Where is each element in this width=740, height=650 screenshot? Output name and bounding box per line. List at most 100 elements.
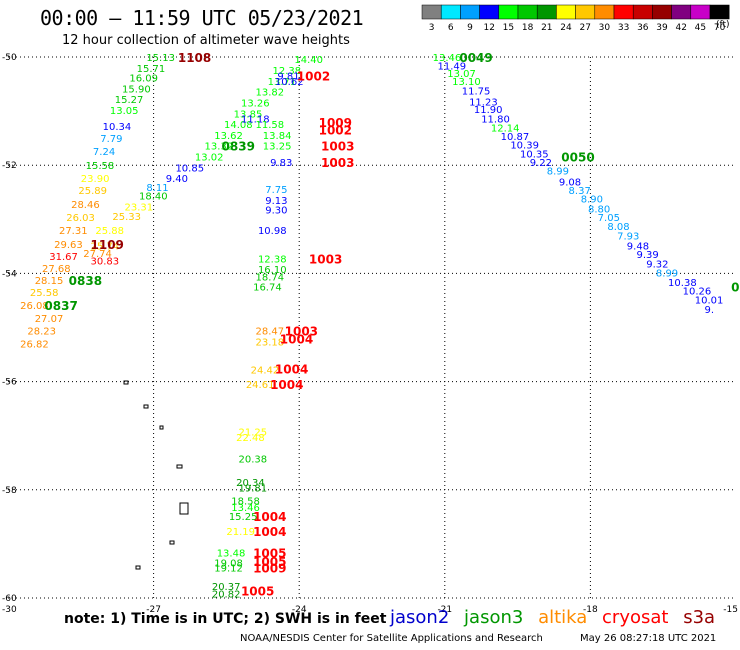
swh-label: 31.67 xyxy=(49,252,78,263)
scale-tick-label: 27 xyxy=(579,23,590,33)
swh-label: 25.58 xyxy=(30,288,59,299)
swh-label: 29.63 xyxy=(54,240,83,251)
swh-label: 9.81 xyxy=(277,71,299,82)
swh-label: 10.62 xyxy=(275,77,304,88)
pass-time-label: 1003 xyxy=(321,156,354,170)
x-tick-label: -27 xyxy=(146,605,161,615)
swh-label: 20.34 xyxy=(236,478,265,489)
scale-swatch xyxy=(671,4,692,20)
swh-label: 14.08 xyxy=(224,120,253,131)
swh-label: 13.46 xyxy=(433,53,462,64)
chart-axes: -30 -27 -24 -21 -18 -15 -50 -52 -54 -56 -58 -60 xyxy=(2,53,738,615)
swh-label: 16.74 xyxy=(253,282,282,293)
swh-label: 7.24 xyxy=(93,147,115,158)
swh-label: 20.82 xyxy=(212,590,241,601)
footer-note: note: 1) Time is in UTC; 2) SWH is in fe… xyxy=(64,611,387,627)
swh-label: 13.10 xyxy=(452,77,481,88)
swh-label: 12.14 xyxy=(491,123,520,134)
swh-label: 7.93 xyxy=(617,232,639,243)
scale-swatch xyxy=(460,4,480,20)
color-scale-bar: 3 6 9 12 15 18 21 24 27 30 33 36 39 42 45 70 xyxy=(421,4,730,33)
satellite-legend: jason2 jason3 altika cryosat s3a xyxy=(390,607,724,628)
swh-label: 9.83 xyxy=(270,158,292,169)
swh-label: 26.82 xyxy=(20,340,49,351)
swh-label: 16.10 xyxy=(258,265,287,276)
scale-swatch xyxy=(632,4,653,20)
scale-tick-label: 18 xyxy=(522,23,534,33)
scale-tick-label: 30 xyxy=(599,23,611,33)
swh-label: 9.32 xyxy=(646,260,668,271)
scale-swatch xyxy=(652,4,672,20)
swh-label: 7.05 xyxy=(598,213,620,224)
x-tick-label: -15 xyxy=(723,605,738,615)
scale-tick-label: 70 xyxy=(714,23,726,33)
pass-time-label: 1003 xyxy=(309,252,342,266)
island-mark xyxy=(176,464,183,469)
scale-swatch xyxy=(709,4,730,20)
swh-label: 13.85 xyxy=(234,109,263,120)
swh-label: 8.11 xyxy=(146,183,168,194)
swh-label: 11.58 xyxy=(256,120,285,131)
scale-tick-label: 36 xyxy=(637,23,649,33)
swh-label: 10.87 xyxy=(501,132,530,143)
pass-time-label: 0050 xyxy=(561,151,594,165)
pass-time-label: 0837 xyxy=(44,299,77,313)
swh-label: 7.79 xyxy=(100,134,122,145)
swh-label: 27.74 xyxy=(83,249,112,260)
y-tick-label: -56 xyxy=(2,378,17,388)
swh-label: 16.09 xyxy=(129,74,158,85)
swh-label: 24.42 xyxy=(251,366,280,377)
swh-label: 13.07 xyxy=(447,69,476,80)
swh-label: 13.02 xyxy=(195,153,224,164)
legend-jason2: jason2 xyxy=(390,607,450,628)
pass-time-label: 1005 xyxy=(253,555,286,569)
scale-swatch xyxy=(536,4,557,20)
scale-tick-label: 45 xyxy=(695,23,706,33)
pass-time-label: 1003 xyxy=(285,325,318,339)
swh-label: 20.38 xyxy=(239,454,268,465)
footer-credit: NOAA/NESDIS Center for Satellite Applica… xyxy=(240,633,543,644)
swh-label: 23.90 xyxy=(81,174,110,185)
swh-label: 10.39 xyxy=(510,141,539,152)
scale-tick-label: 21 xyxy=(541,23,552,33)
swh-label: 27.68 xyxy=(42,264,71,275)
swh-label: 13.71 xyxy=(268,77,297,88)
swh-label: 10.85 xyxy=(175,163,204,174)
swh-label: 15.71 xyxy=(137,64,166,75)
y-tick-label: -54 xyxy=(2,269,17,279)
swh-label: 12.38 xyxy=(258,254,287,265)
swh-label: 23.31 xyxy=(124,202,153,213)
swh-label: 10.98 xyxy=(258,226,287,237)
swh-label: 9.30 xyxy=(265,206,287,217)
swh-label: 27.07 xyxy=(35,314,64,325)
scale-tick-label: 12 xyxy=(483,23,494,33)
scale-tick-label: 39 xyxy=(656,23,668,33)
scale-swatch xyxy=(421,4,442,20)
swh-label: 12.38 xyxy=(273,66,302,77)
swh-label: 24.61 xyxy=(246,380,275,391)
swh-label: 18.58 xyxy=(231,497,260,508)
scale-swatch xyxy=(479,4,500,20)
scale-tick-label: 15 xyxy=(503,23,514,33)
island-mark xyxy=(159,425,164,430)
swh-label: 11.49 xyxy=(438,62,467,73)
swh-label: 18.74 xyxy=(256,273,285,284)
swh-label: 30.83 xyxy=(91,256,120,267)
swh-label: 23.18 xyxy=(256,338,285,349)
y-tick-label: -58 xyxy=(2,486,17,496)
pass-time-label: 1108 xyxy=(178,51,211,65)
swh-label: 13.82 xyxy=(256,88,285,99)
legend-altika: altika xyxy=(538,607,588,628)
island-mark xyxy=(169,540,175,545)
swh-label: 22.48 xyxy=(236,433,265,444)
y-tick-label: -50 xyxy=(2,53,17,63)
swh-label: 8.08 xyxy=(607,222,629,233)
swh-label: 9.39 xyxy=(637,250,659,261)
island-mark xyxy=(135,565,141,570)
swh-label: 9.48 xyxy=(627,241,649,252)
swh-label: 11.18 xyxy=(241,115,270,126)
swh-label: 15.13 xyxy=(146,53,175,64)
swh-label: 10.34 xyxy=(103,122,132,133)
swh-label: 14.40 xyxy=(294,55,323,66)
